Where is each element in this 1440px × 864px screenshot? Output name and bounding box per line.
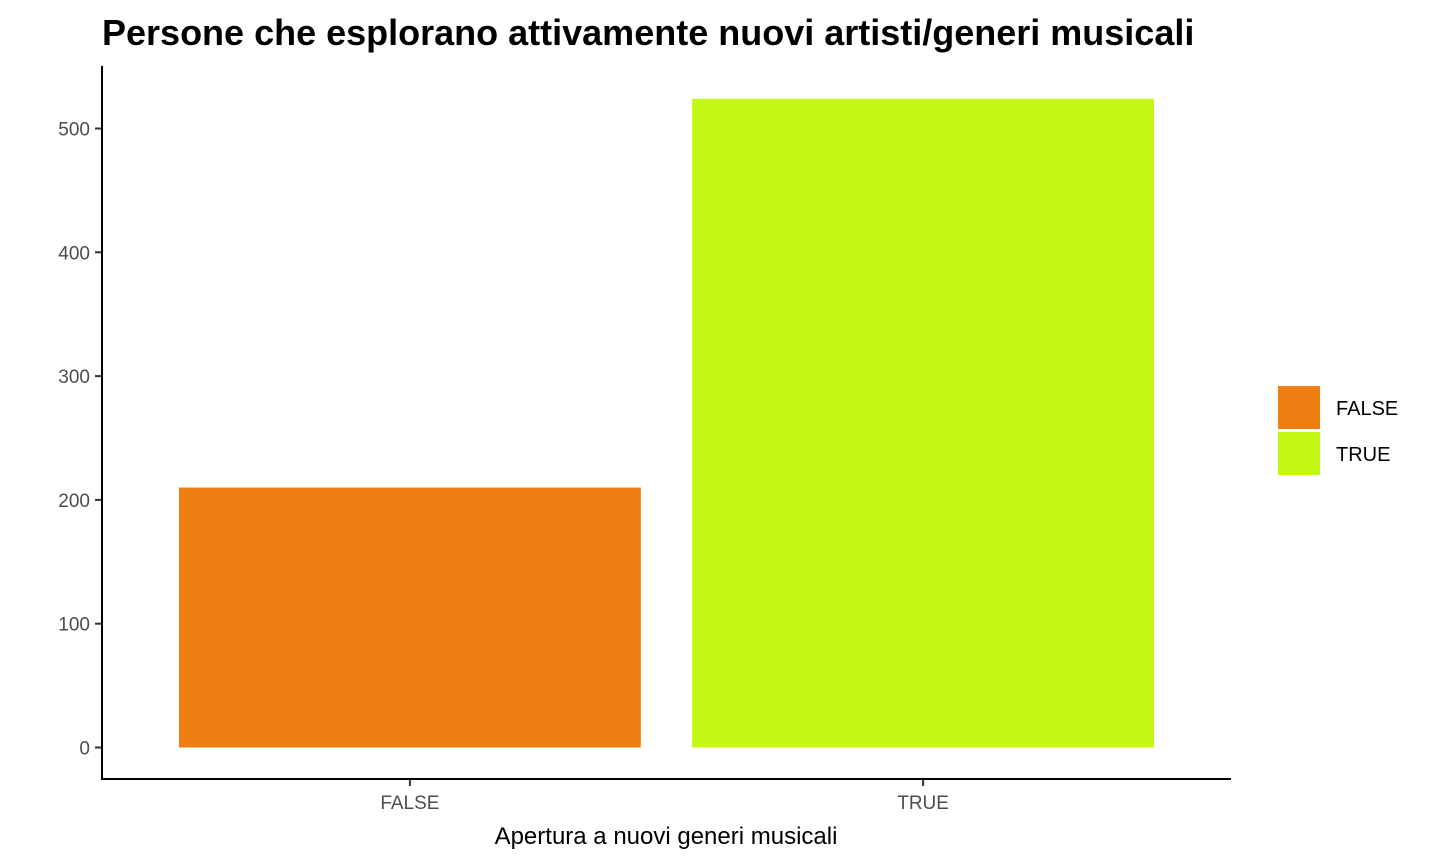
x-tick-label: FALSE xyxy=(380,793,439,814)
y-tick-label: 100 xyxy=(58,615,90,636)
x-tick-label: TRUE xyxy=(897,793,949,814)
legend-key-true xyxy=(1278,432,1320,475)
legend-label-false: FALSE xyxy=(1336,398,1398,420)
y-tick-label: 500 xyxy=(58,120,90,141)
legend-key-false xyxy=(1278,386,1320,429)
bars-group xyxy=(178,98,1155,748)
y-tick-label: 300 xyxy=(58,367,90,388)
legend-label-true: TRUE xyxy=(1336,444,1390,466)
y-axis-ticks: 0 100 200 300 400 500 xyxy=(58,120,102,760)
y-tick-label: 0 xyxy=(79,739,90,760)
bar-false xyxy=(178,487,641,748)
chart-title: Persone che esplorano attivamente nuovi … xyxy=(102,12,1194,53)
y-tick-label: 400 xyxy=(58,243,90,264)
x-axis-title: Apertura a nuovi generi musicali xyxy=(495,823,838,850)
x-axis-ticks: FALSE TRUE xyxy=(380,779,949,814)
y-tick-label: 200 xyxy=(58,491,90,512)
legend: FALSE TRUE xyxy=(1278,386,1398,475)
bar-true xyxy=(692,98,1155,748)
